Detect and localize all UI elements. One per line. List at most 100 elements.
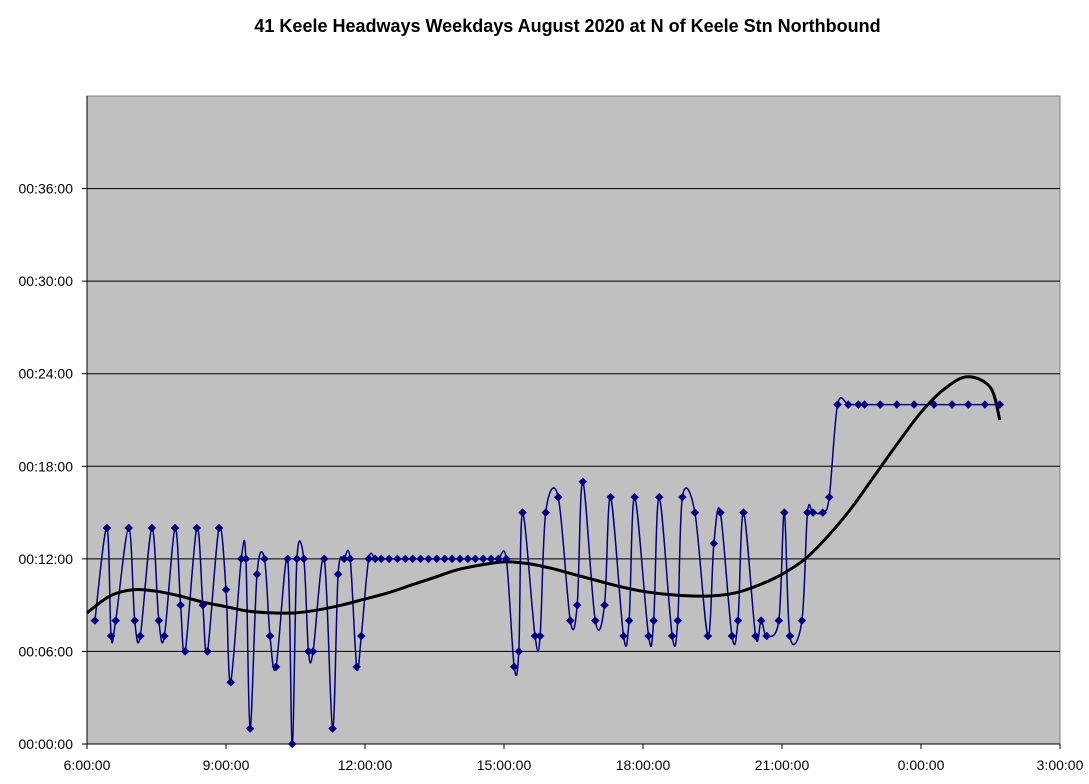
series-layer xyxy=(86,375,1005,749)
headway-point xyxy=(995,400,1005,409)
x-tick-label: 18:00:00 xyxy=(616,757,671,773)
headway-point xyxy=(980,400,990,409)
headway-point xyxy=(130,616,140,625)
headway-point xyxy=(400,554,410,564)
headway-point xyxy=(673,616,683,625)
headway-point xyxy=(384,554,394,564)
y-tick-label: 00:36:00 xyxy=(19,181,74,197)
x-tick-label: 9:00:00 xyxy=(203,757,250,773)
headway-point xyxy=(963,400,973,409)
headway-point xyxy=(756,616,766,625)
axis-ticks: 00:00:00 00:06:00 00:12:00 00:18:00 00:24:00… xyxy=(19,181,1084,773)
headway-point xyxy=(102,523,112,533)
headway-point xyxy=(265,631,275,641)
headway-point xyxy=(797,616,807,625)
headway-point xyxy=(424,554,433,564)
x-tick-label: 21:00:00 xyxy=(755,757,810,773)
headway-point xyxy=(463,554,473,564)
headway-point xyxy=(432,554,442,564)
headway-point xyxy=(283,554,292,564)
headway-point xyxy=(308,647,318,656)
headway-point xyxy=(600,600,609,610)
headway-point xyxy=(478,554,488,564)
headway-point xyxy=(408,554,418,564)
headway-point xyxy=(751,631,760,641)
chart-title: 41 Keele Headways Weekdays August 2020 a… xyxy=(254,16,881,36)
headway-point xyxy=(214,523,224,533)
headway-point xyxy=(352,662,362,672)
grid-lines xyxy=(87,188,1060,652)
headway-point xyxy=(762,631,772,641)
headway-point xyxy=(654,492,664,502)
headway-point xyxy=(779,508,789,517)
headway-point xyxy=(176,600,185,610)
headway-point xyxy=(252,569,262,579)
x-tick-label: 6:00:00 xyxy=(64,757,111,773)
headway-point xyxy=(514,647,524,656)
headway-point xyxy=(541,508,551,517)
headway-point xyxy=(774,616,784,625)
y-tick-label: 00:24:00 xyxy=(19,366,74,382)
headway-point xyxy=(319,554,329,564)
headway-point xyxy=(271,662,281,672)
headway-point xyxy=(518,508,527,517)
headway-point xyxy=(135,631,145,641)
headway-point xyxy=(716,508,725,517)
headway-point xyxy=(147,523,157,533)
headway-point xyxy=(376,554,386,564)
headway-point xyxy=(440,554,450,564)
y-tick-label: 00:12:00 xyxy=(19,551,74,567)
plot-area xyxy=(86,95,1061,745)
headway-point xyxy=(843,400,853,409)
headway-point xyxy=(501,554,511,564)
headway-point xyxy=(226,677,235,687)
headway-point xyxy=(909,400,919,409)
headway-point xyxy=(494,554,503,564)
headway-point xyxy=(739,508,748,517)
headway-point xyxy=(370,554,380,564)
headway-point xyxy=(90,616,100,625)
headway-point xyxy=(785,631,795,641)
x-tick-label: 0:00:00 xyxy=(898,757,945,773)
headway-point xyxy=(808,508,818,517)
headway-point xyxy=(470,554,480,564)
headway-point xyxy=(727,631,737,641)
headway-point xyxy=(590,616,600,625)
headway-point xyxy=(198,600,208,610)
headway-point xyxy=(486,554,496,564)
trend-line xyxy=(86,375,1002,615)
headway-point xyxy=(292,554,302,564)
headway-point xyxy=(606,492,615,502)
y-tick-label: 00:06:00 xyxy=(19,643,74,659)
headway-point xyxy=(364,554,374,564)
headway-point xyxy=(553,492,563,502)
headway-point xyxy=(328,724,337,733)
headway-point xyxy=(833,400,842,409)
headway-point xyxy=(124,523,134,533)
headway-point xyxy=(619,631,628,641)
y-tick-label: 00:00:00 xyxy=(19,736,74,752)
headway-point xyxy=(393,554,402,564)
headway-point xyxy=(299,554,309,564)
headway-point xyxy=(180,647,190,656)
headway-point xyxy=(447,554,457,564)
headway-point xyxy=(854,400,863,409)
headway-point xyxy=(535,631,545,641)
headway-point xyxy=(578,477,588,487)
headway-point xyxy=(154,616,164,625)
x-tick-label: 15:00:00 xyxy=(477,757,532,773)
headway-point xyxy=(106,631,116,641)
headway-point xyxy=(203,647,212,656)
headway-point xyxy=(624,616,634,625)
headway-point xyxy=(824,492,834,502)
headway-point xyxy=(818,508,828,517)
y-tick-label: 00:30:00 xyxy=(19,273,74,289)
headway-point xyxy=(333,569,343,579)
headway-point xyxy=(703,631,713,641)
headway-point xyxy=(630,492,640,502)
headway-point xyxy=(678,492,687,502)
x-tick-label: 12:00:00 xyxy=(338,757,393,773)
headway-point xyxy=(111,616,121,625)
headway-point xyxy=(667,631,677,641)
